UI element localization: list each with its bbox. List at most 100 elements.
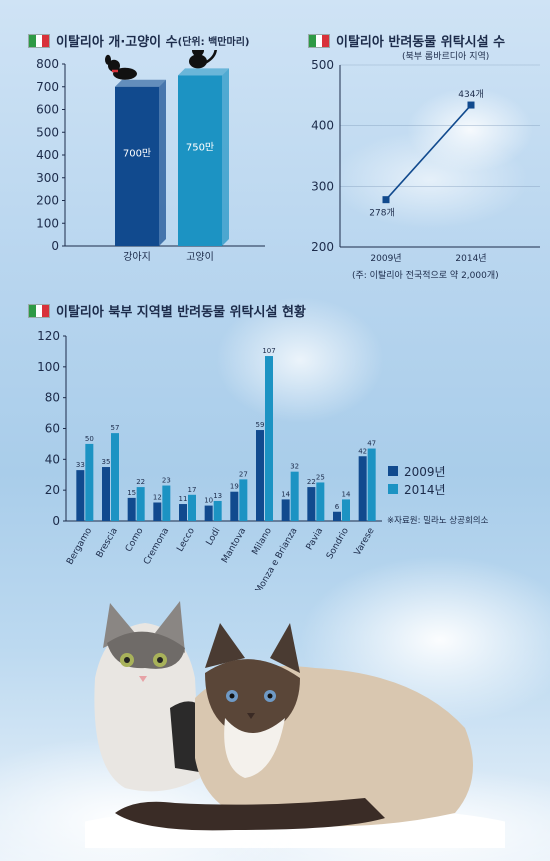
bottom-ytick-60: 60 (45, 422, 60, 436)
left-ytick-700: 700 (36, 80, 59, 94)
bottom-bar-1-0 (85, 443, 94, 521)
bottom-bar-label-1-3: 23 (162, 477, 171, 485)
left-chart-title: 이탈리아 개·고양이 수 (단위: 백만마리) (28, 31, 249, 50)
right-chart-title: 이탈리아 반려동물 위탁시설 수 (308, 31, 505, 50)
bottom-bar-1-3 (162, 485, 171, 521)
bottom-bar-0-5 (204, 505, 213, 521)
left-bar-label-1: 750만 (186, 142, 214, 154)
left-bar-side-0 (159, 79, 166, 246)
left-xtick-1: 고양이 (186, 251, 214, 263)
cat-silhouette-icon (189, 50, 217, 69)
bottom-chart-title-text: 이탈리아 북부 지역별 반려동물 위탁시설 현황 (56, 305, 306, 320)
bottom-source: ※자료원: 밀라노 상공회의소 (387, 516, 489, 526)
bottom-bar-label-0-2: 15 (127, 489, 136, 497)
right-ytick-300: 300 (311, 179, 334, 193)
bottom-xtick-11: Varese (353, 526, 377, 558)
bottom-bar-0-4 (179, 504, 187, 521)
legend-item-2009: 2009년 (388, 462, 446, 480)
right-series-line (385, 104, 472, 201)
bottom-ytick-100: 100 (37, 360, 60, 374)
bottom-ytick-40: 40 (45, 452, 60, 466)
bottom-bar-1-5 (213, 500, 222, 521)
bottom-bar-label-0-4: 11 (179, 495, 188, 503)
right-xtick-0: 2009년 (370, 253, 401, 264)
bottom-bar-0-3 (153, 502, 162, 521)
bottom-xtick-5: Lodi (205, 526, 223, 547)
ragdoll-cat-figure (115, 623, 473, 831)
right-ytick-400: 400 (311, 119, 334, 133)
left-ytick-0: 0 (51, 239, 59, 253)
left-ytick-400: 400 (36, 148, 59, 162)
bottom-xtick-3: Cremona (142, 526, 171, 566)
left-ytick-300: 300 (36, 171, 59, 185)
right-chart-title-text: 이탈리아 반려동물 위탁시설 수 (336, 35, 506, 50)
italy-flag-icon (28, 33, 50, 48)
bottom-bar-label-1-8: 32 (290, 463, 299, 471)
italy-flag-icon (28, 303, 50, 318)
bottom-bar-label-1-1: 57 (111, 424, 120, 432)
left-bar-1 (178, 75, 222, 246)
bottom-bar-1-1 (111, 433, 119, 521)
right-chart-subtitle: (북부 롬바르디아 지역) (402, 52, 490, 62)
bottom-bar-label-0-7: 59 (256, 421, 265, 429)
right-chart-note: (주: 이탈리아 전국적으로 약 2,000개) (352, 271, 499, 281)
bottom-bar-1-8 (290, 471, 299, 521)
left-ytick-800: 800 (36, 57, 59, 71)
legend-label-2009: 2009년 (404, 464, 446, 479)
bottom-xtick-2: Como (124, 526, 146, 554)
legend-swatch-2014 (388, 484, 398, 494)
left-bar-0 (115, 86, 159, 246)
bottom-xtick-9: Pavia (305, 526, 326, 552)
bottom-bar-0-8 (281, 499, 290, 521)
right-ytick-200: 200 (311, 240, 334, 254)
bottom-bar-0-9 (307, 487, 316, 521)
bottom-bar-1-2 (136, 487, 145, 521)
bottom-xtick-0: Bergamo (65, 526, 94, 567)
bottom-xtick-1: Brescia (95, 526, 120, 559)
bottom-bar-label-0-6: 19 (230, 483, 239, 491)
bottom-xtick-4: Lecco (175, 526, 197, 554)
bottom-bar-1-7 (265, 356, 273, 521)
bottom-ytick-20: 20 (45, 483, 60, 497)
left-chart-subtitle: (단위: 백만마리) (177, 37, 250, 48)
bottom-bar-label-0-5: 10 (204, 497, 213, 505)
legend-item-2014: 2014년 (388, 480, 446, 498)
bottom-legend: 2009년 2014년 (388, 462, 446, 498)
bottom-bar-label-1-11: 47 (367, 440, 376, 448)
bottom-xtick-10: Sondrio (325, 526, 351, 561)
right-point-1 (467, 101, 475, 109)
bottom-bar-label-1-4: 17 (188, 486, 197, 494)
bottom-ytick-120: 120 (37, 329, 60, 343)
bottom-bar-label-0-11: 42 (358, 447, 367, 455)
left-ytick-500: 500 (36, 125, 59, 139)
bottom-chart-title: 이탈리아 북부 지역별 반려동물 위탁시설 현황 (28, 301, 306, 320)
right-point-label-0: 278개 (369, 208, 394, 219)
bottom-bar-label-0-8: 14 (281, 490, 290, 498)
bottom-bar-label-1-5: 13 (213, 492, 222, 500)
cats-illustration (85, 601, 505, 848)
left-ytick-600: 600 (36, 103, 59, 117)
bottom-bar-1-10 (342, 499, 350, 521)
bottom-bar-0-10 (333, 511, 341, 521)
bottom-bar-label-1-10: 14 (342, 490, 351, 498)
bottom-bar-label-1-7: 107 (262, 347, 275, 355)
bottom-bar-label-0-1: 35 (102, 458, 111, 466)
left-xtick-0: 강아지 (123, 251, 151, 263)
bottom-bar-1-11 (367, 448, 376, 521)
bottom-bar-0-2 (127, 497, 136, 521)
bottom-bar-0-6 (230, 491, 239, 521)
right-xtick-1: 2014년 (455, 253, 486, 264)
bottom-bar-label-0-9: 22 (307, 478, 316, 486)
bottom-bar-1-4 (188, 494, 196, 521)
left-ytick-100: 100 (36, 216, 59, 230)
left-bar-side-1 (222, 68, 229, 246)
left-bar-top-1 (178, 68, 229, 76)
bottom-bar-label-0-0: 33 (76, 461, 85, 469)
bottom-ytick-0: 0 (52, 514, 60, 528)
bottom-bar-0-11 (358, 456, 367, 521)
left-ytick-200: 200 (36, 194, 59, 208)
bottom-bar-label-1-2: 22 (136, 478, 145, 486)
italy-flag-icon (308, 33, 330, 48)
bottom-bar-0-0 (76, 470, 85, 521)
bottom-bar-label-1-6: 27 (239, 470, 248, 478)
